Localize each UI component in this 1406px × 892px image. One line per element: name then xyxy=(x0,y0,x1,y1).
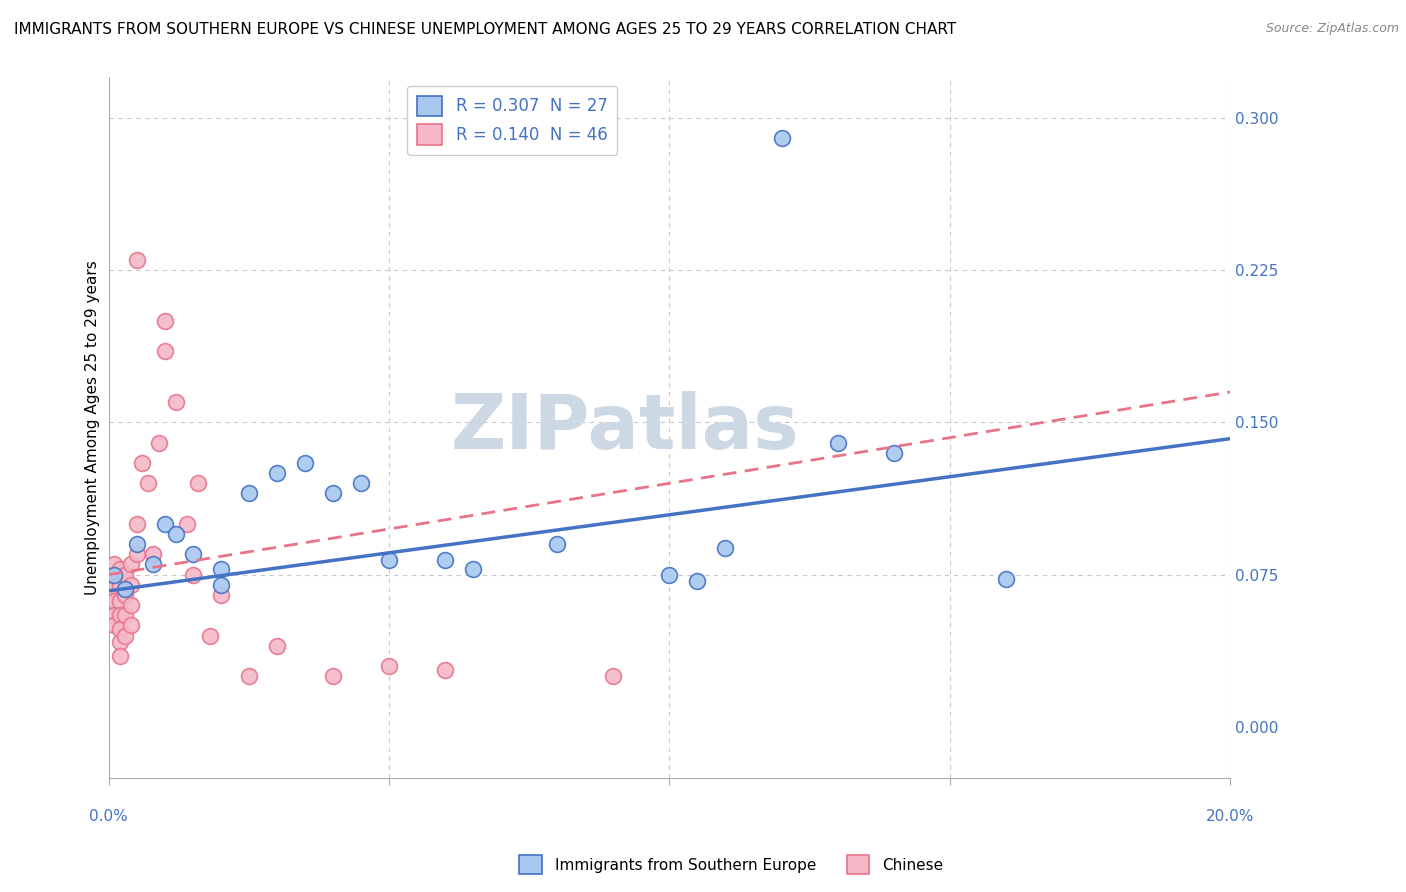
Point xyxy=(103,567,125,582)
Point xyxy=(103,594,125,608)
Point xyxy=(238,486,260,500)
Point xyxy=(187,476,209,491)
Point xyxy=(125,253,148,268)
Point xyxy=(176,516,198,531)
Point xyxy=(125,516,148,531)
Point xyxy=(103,558,125,572)
Point xyxy=(602,669,624,683)
Point xyxy=(770,131,793,145)
Point xyxy=(103,618,125,632)
Legend: Immigrants from Southern Europe, Chinese: Immigrants from Southern Europe, Chinese xyxy=(513,849,949,880)
Y-axis label: Unemployment Among Ages 25 to 29 years: Unemployment Among Ages 25 to 29 years xyxy=(86,260,100,595)
Point xyxy=(209,561,232,575)
Point xyxy=(108,594,131,608)
Point xyxy=(108,608,131,623)
Point xyxy=(142,547,165,561)
Text: Source: ZipAtlas.com: Source: ZipAtlas.com xyxy=(1265,22,1399,36)
Point xyxy=(114,582,136,596)
Point xyxy=(120,578,142,592)
Point xyxy=(322,669,344,683)
Point xyxy=(165,395,187,409)
Point xyxy=(114,567,136,582)
Point xyxy=(108,634,131,648)
Point xyxy=(108,623,131,637)
Point xyxy=(103,608,125,623)
Point xyxy=(322,486,344,500)
Point xyxy=(97,588,120,602)
Point xyxy=(114,628,136,642)
Point xyxy=(125,547,148,561)
Point xyxy=(266,639,288,653)
Point xyxy=(131,456,153,470)
Point xyxy=(97,567,120,582)
Text: 0.0%: 0.0% xyxy=(89,809,128,824)
Point xyxy=(198,628,221,642)
Point xyxy=(153,344,176,359)
Point xyxy=(120,598,142,612)
Text: ZIPatlas: ZIPatlas xyxy=(450,391,799,465)
Text: IMMIGRANTS FROM SOUTHERN EUROPE VS CHINESE UNEMPLOYMENT AMONG AGES 25 TO 29 YEAR: IMMIGRANTS FROM SOUTHERN EUROPE VS CHINE… xyxy=(14,22,956,37)
Point xyxy=(378,553,401,567)
Point xyxy=(165,527,187,541)
Point xyxy=(97,578,120,592)
Point xyxy=(125,537,148,551)
Point xyxy=(108,561,131,575)
Point xyxy=(434,553,457,567)
Text: 20.0%: 20.0% xyxy=(1206,809,1254,824)
Point xyxy=(153,516,176,531)
Point xyxy=(209,578,232,592)
Point xyxy=(120,558,142,572)
Point xyxy=(103,574,125,588)
Point xyxy=(142,558,165,572)
Point xyxy=(153,314,176,328)
Point xyxy=(350,476,373,491)
Point xyxy=(209,588,232,602)
Legend: R = 0.307  N = 27, R = 0.140  N = 46: R = 0.307 N = 27, R = 0.140 N = 46 xyxy=(408,86,617,155)
Point xyxy=(883,446,905,460)
Point xyxy=(136,476,159,491)
Point xyxy=(827,435,849,450)
Point xyxy=(120,618,142,632)
Point xyxy=(463,561,485,575)
Point xyxy=(434,663,457,677)
Point xyxy=(994,572,1017,586)
Point xyxy=(108,648,131,663)
Point xyxy=(266,466,288,480)
Point xyxy=(238,669,260,683)
Point xyxy=(114,608,136,623)
Point xyxy=(114,588,136,602)
Point xyxy=(294,456,316,470)
Point xyxy=(546,537,568,551)
Point xyxy=(658,567,681,582)
Point xyxy=(181,567,204,582)
Point xyxy=(714,541,737,556)
Point xyxy=(97,598,120,612)
Point xyxy=(148,435,170,450)
Point xyxy=(686,574,709,588)
Point xyxy=(378,659,401,673)
Point xyxy=(181,547,204,561)
Point xyxy=(108,578,131,592)
Point xyxy=(103,582,125,596)
